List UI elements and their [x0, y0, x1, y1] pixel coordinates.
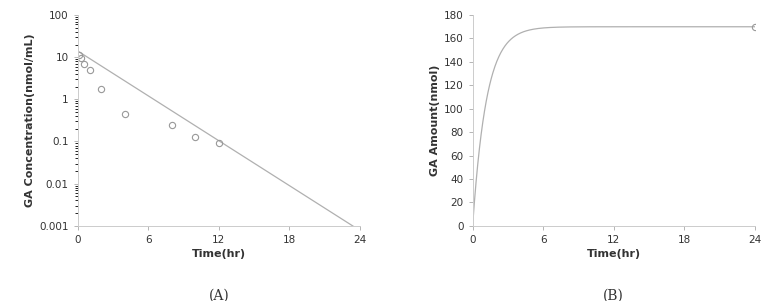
- X-axis label: Time(hr): Time(hr): [191, 249, 246, 259]
- Text: (A): (A): [209, 289, 230, 301]
- Y-axis label: GA Amount(nmol): GA Amount(nmol): [429, 65, 440, 176]
- Text: (B): (B): [603, 289, 624, 301]
- Y-axis label: GA Concentration(nmol/mL): GA Concentration(nmol/mL): [25, 34, 35, 207]
- X-axis label: Time(hr): Time(hr): [587, 249, 641, 259]
